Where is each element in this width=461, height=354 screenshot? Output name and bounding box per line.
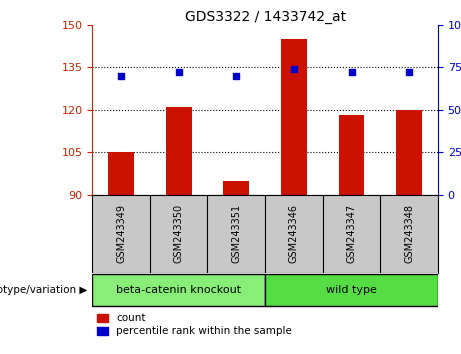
Text: GSM243348: GSM243348 — [404, 204, 414, 263]
Text: GSM243349: GSM243349 — [116, 204, 126, 263]
Text: wild type: wild type — [326, 285, 377, 295]
Point — [232, 73, 240, 79]
Bar — [223, 181, 249, 195]
Text: genotype/variation ▶: genotype/variation ▶ — [0, 285, 88, 295]
Bar — [281, 39, 307, 195]
Point — [406, 69, 413, 75]
Text: GSM243347: GSM243347 — [347, 204, 356, 263]
Point — [117, 73, 124, 79]
Text: beta-catenin knockout: beta-catenin knockout — [116, 285, 241, 295]
Text: GSM243350: GSM243350 — [174, 204, 183, 263]
Text: GSM243351: GSM243351 — [231, 204, 241, 263]
Point — [348, 69, 355, 75]
Legend: count, percentile rank within the sample: count, percentile rank within the sample — [97, 313, 292, 336]
Bar — [396, 110, 422, 195]
Point — [290, 66, 298, 72]
Point — [175, 69, 182, 75]
Title: GDS3322 / 1433742_at: GDS3322 / 1433742_at — [184, 10, 346, 24]
Bar — [165, 107, 192, 195]
Text: GSM243346: GSM243346 — [289, 204, 299, 263]
Bar — [265, 274, 438, 306]
Bar — [108, 152, 134, 195]
Bar — [92, 274, 265, 306]
Bar — [338, 115, 365, 195]
